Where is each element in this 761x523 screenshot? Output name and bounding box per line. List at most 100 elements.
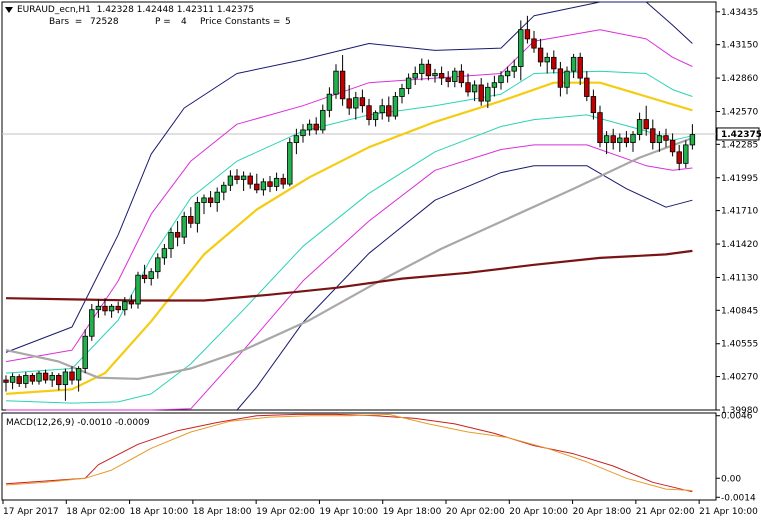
candle-body [174, 232, 181, 238]
candle [49, 371, 55, 387]
indicator-line-band-outer-upper [5, 1, 693, 353]
candle-body [663, 135, 669, 141]
time-axis-label: 20 Apr 10:00 [509, 507, 568, 517]
candle [69, 366, 75, 385]
candle-body [636, 119, 643, 135]
candle-body [372, 112, 379, 120]
macd-axis-label: 0.00 [721, 474, 741, 484]
candle-body [359, 97, 366, 107]
candle [524, 15, 531, 44]
candle [372, 110, 379, 127]
candle-body [498, 75, 504, 84]
candle [260, 178, 267, 196]
candle-body [9, 376, 16, 383]
candle [630, 131, 636, 152]
price-axis-label: 1.42860 [721, 74, 758, 84]
macd-axis-label: -0.0014 [721, 493, 756, 503]
candle-body [399, 88, 405, 97]
candle [405, 73, 412, 95]
candle-body [683, 144, 689, 164]
candle [293, 128, 300, 155]
time-axis-label: 20 Apr 02:00 [446, 507, 505, 517]
indicator-line-band-inner-upper [5, 70, 693, 374]
candle-body [267, 181, 273, 187]
candle [683, 140, 689, 168]
candle [485, 82, 491, 109]
candle [188, 207, 194, 228]
candle-body [689, 134, 696, 146]
time-axis-label: 19 Apr 10:00 [319, 507, 378, 517]
candle-body [610, 135, 616, 144]
candle [544, 52, 550, 74]
bars-value: 72528 [90, 17, 119, 27]
price-axis-label: 1.42285 [721, 140, 758, 150]
candle [557, 61, 564, 97]
candle-body [260, 181, 267, 191]
candle-body [49, 375, 55, 381]
candle [240, 171, 247, 192]
candle-body [326, 93, 333, 111]
candle-body [181, 215, 187, 238]
price-axis-label: 1.41710 [721, 207, 758, 217]
candle [676, 144, 682, 171]
candle [122, 297, 128, 316]
candle [95, 299, 102, 318]
candle [465, 73, 471, 97]
macd-pane-frame [1, 412, 717, 501]
candle-body [353, 97, 359, 109]
candle [669, 133, 676, 157]
candle-body [115, 305, 121, 311]
candle-body [524, 29, 531, 40]
candle-body [42, 372, 49, 381]
candle [584, 71, 590, 102]
candle-body [62, 371, 69, 386]
candle-body [412, 73, 418, 79]
time-axis-label: 18 Apr 02:00 [66, 507, 125, 517]
collapse-arrow-icon[interactable] [5, 7, 13, 15]
price-axis-label: 1.41995 [721, 174, 758, 184]
current-price-label: 1.42375 [721, 130, 761, 140]
candle [207, 191, 214, 208]
candle [590, 89, 597, 120]
candle-body [293, 135, 300, 144]
main-pane-frame [1, 1, 717, 411]
candle [419, 58, 425, 81]
indicator-line-band-mid-lower [6, 144, 693, 411]
candle-body [36, 372, 42, 382]
candle [537, 38, 544, 67]
candle [623, 131, 630, 148]
candle-body [438, 73, 445, 79]
candle [399, 83, 405, 104]
bars-label: Bars = [49, 17, 83, 27]
macd-line-macd-signal [5, 413, 693, 491]
candle-body [240, 175, 247, 180]
candle [16, 374, 22, 387]
candle-body [531, 38, 537, 49]
candle-body [366, 105, 372, 120]
candle-body [161, 248, 168, 259]
candle [254, 173, 260, 194]
candle [267, 176, 273, 193]
candle [221, 181, 227, 201]
candle-body [405, 77, 412, 89]
candle [425, 59, 432, 81]
candle [181, 211, 187, 245]
candle-body [432, 73, 438, 77]
candle-body [108, 305, 115, 312]
candle [135, 271, 141, 309]
candle-body [56, 375, 62, 386]
candle-body [3, 379, 9, 383]
candle-body [273, 177, 280, 187]
candle-body [320, 109, 326, 131]
candle-body [478, 84, 484, 102]
candle-body [617, 137, 623, 144]
p-value: 4 [181, 17, 187, 27]
candle [128, 294, 135, 309]
candle-body [590, 96, 597, 114]
candle-body [511, 66, 517, 72]
candle-body [491, 82, 498, 88]
candle-body [23, 375, 29, 384]
candle [577, 52, 583, 85]
candle [82, 329, 88, 374]
candle [194, 196, 201, 233]
